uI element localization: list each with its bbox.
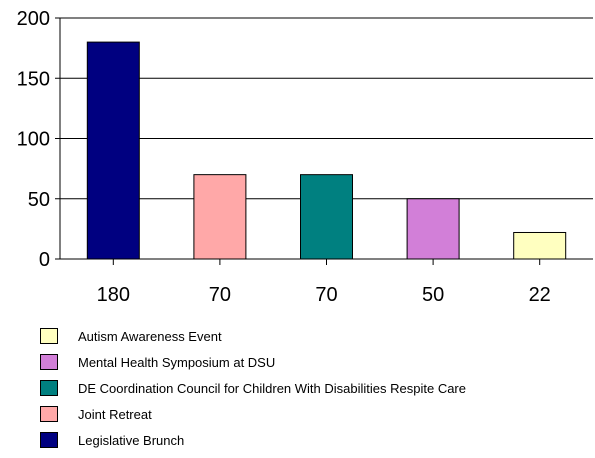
bar-4	[406, 198, 460, 260]
legend-swatch	[40, 432, 58, 448]
legend-label: Mental Health Symposium at DSU	[78, 355, 276, 370]
y-tick-label: 100	[17, 129, 50, 151]
bar-5	[513, 231, 567, 260]
bar-chart: 0 50 100 150 200 180 70 70 50 22	[17, 8, 593, 306]
x-tick-label: 70	[315, 284, 337, 306]
legend-label: Autism Awareness Event	[78, 329, 222, 344]
y-tick-label: 150	[17, 68, 50, 90]
legend-swatch	[40, 328, 58, 344]
x-tick-label: 50	[422, 284, 444, 306]
legend-label: Joint Retreat	[78, 407, 152, 422]
legend-swatch	[40, 354, 58, 370]
y-tick-label: 200	[17, 8, 50, 30]
bar-3	[300, 174, 353, 260]
legend-swatch	[40, 380, 58, 396]
y-tick-label: 50	[28, 189, 50, 211]
bar-1	[86, 41, 140, 260]
legend-label: Legislative Brunch	[78, 433, 185, 448]
x-tick-label: 70	[209, 284, 231, 306]
y-tick-label: 0	[39, 249, 50, 271]
legend-label: DE Coordination Council for Children Wit…	[78, 381, 466, 396]
x-tick-label: 180	[97, 284, 130, 306]
legend-swatch	[40, 406, 58, 422]
bar-2	[193, 174, 247, 260]
x-tick-label: 22	[529, 284, 551, 306]
